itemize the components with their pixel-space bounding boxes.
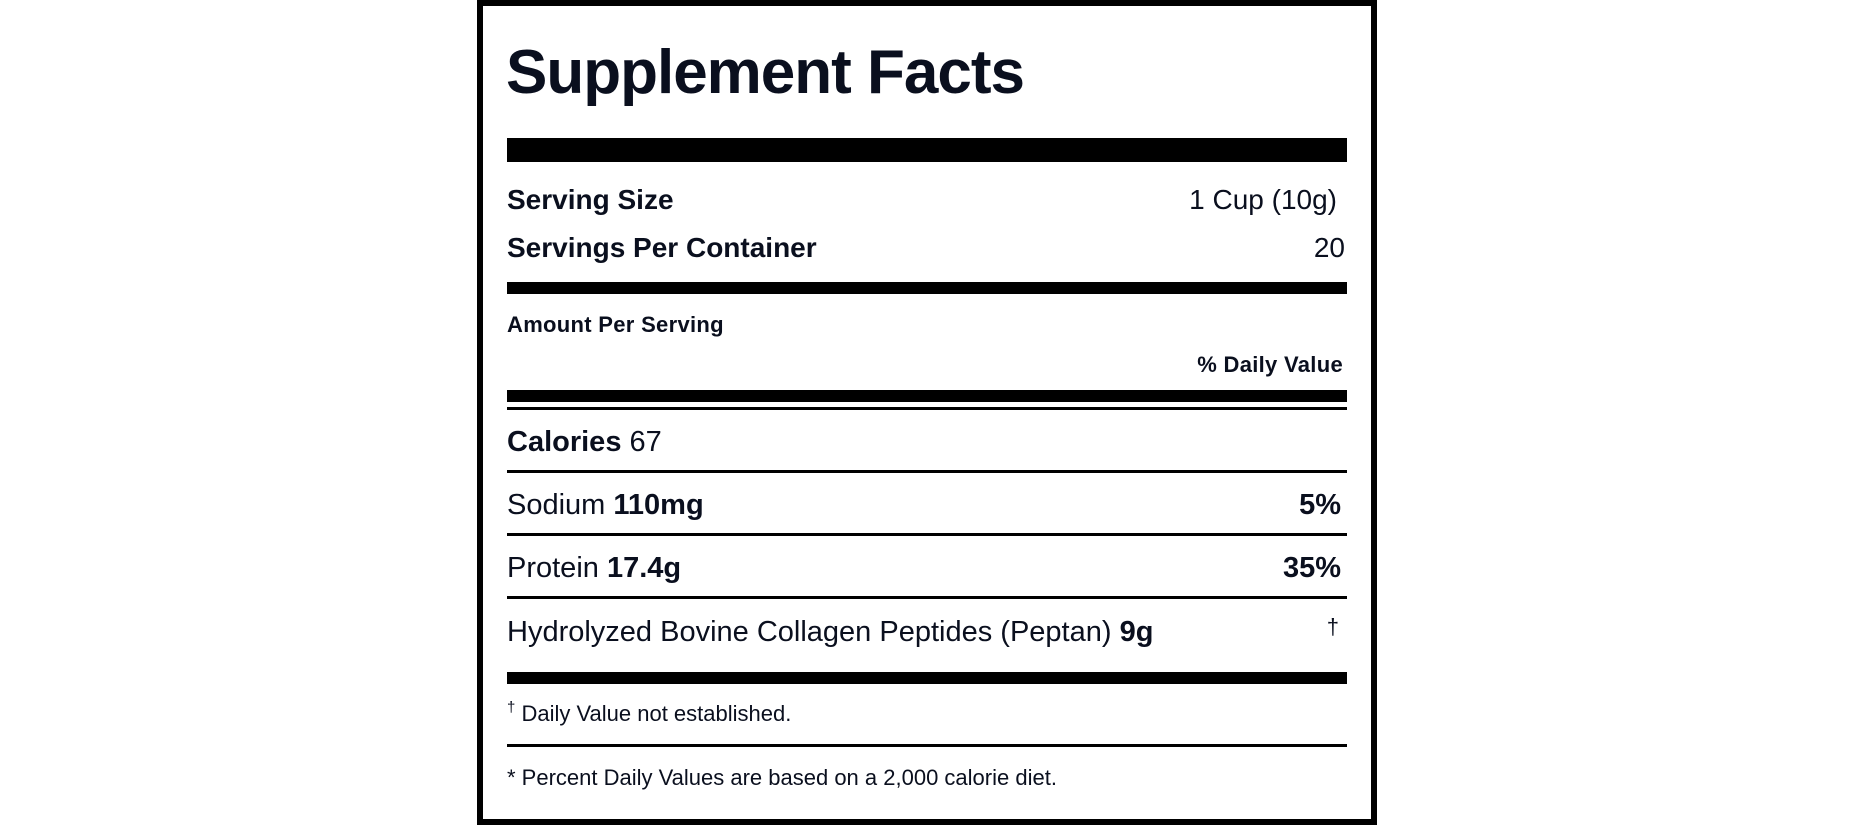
servings-per-container-row: Servings Per Container 20 xyxy=(507,231,1347,265)
nutrient-name: Protein xyxy=(507,551,599,584)
calories-row: Calories 67 xyxy=(507,424,1347,460)
row-divider xyxy=(507,470,1347,473)
nutrient-daily-value: 35% xyxy=(1282,551,1341,584)
servings-per-container-value: 20 xyxy=(1313,232,1345,263)
medium-divider xyxy=(507,672,1347,684)
daily-value-header: % Daily Value xyxy=(1197,352,1343,377)
panel-title: Supplement Facts xyxy=(506,38,1025,107)
footnote-text: Daily Value not established. xyxy=(521,701,792,726)
daily-value-header-row: % Daily Value xyxy=(507,351,1347,379)
serving-size-row: Serving Size 1 Cup (10g) xyxy=(507,183,1347,217)
thin-divider xyxy=(507,407,1347,410)
servings-per-container-label: Servings Per Container xyxy=(507,232,817,263)
footnote-dagger: † Daily Value not established. xyxy=(507,699,1347,728)
medium-divider xyxy=(507,282,1347,294)
row-divider xyxy=(507,533,1347,536)
dagger-symbol: † xyxy=(507,699,516,716)
nutrient-name: Hydrolyzed Bovine Collagen Peptides (Pep… xyxy=(507,615,1112,648)
serving-size-value: 1 Cup (10g) xyxy=(1189,184,1337,215)
nutrient-amount: 110mg xyxy=(613,488,704,521)
footnote-text: * Percent Daily Values are based on a 2,… xyxy=(507,765,1057,790)
footnote-percent-dv: * Percent Daily Values are based on a 2,… xyxy=(507,764,1347,792)
nutrient-row-sodium: Sodium 110mg 5% xyxy=(507,487,1347,523)
amount-per-serving-label: Amount Per Serving xyxy=(507,312,724,337)
calories-label: Calories xyxy=(507,425,622,458)
serving-size-label: Serving Size xyxy=(507,184,674,215)
nutrient-daily-value: 5% xyxy=(1299,488,1341,521)
thick-divider xyxy=(507,138,1347,162)
nutrient-row-protein: Protein 17.4g 35% xyxy=(507,550,1347,586)
nutrient-amount: 9g xyxy=(1119,615,1154,648)
nutrient-amount: 17.4g xyxy=(606,551,682,584)
nutrient-row-collagen: Hydrolyzed Bovine Collagen Peptides (Pep… xyxy=(507,614,1347,650)
row-divider xyxy=(507,596,1347,599)
medium-divider xyxy=(507,390,1347,402)
supplement-facts-panel: Supplement Facts Serving Size 1 Cup (10g… xyxy=(477,0,1377,825)
dagger-marker: † xyxy=(1326,614,1339,639)
thin-divider xyxy=(507,744,1347,747)
amount-per-serving-row: Amount Per Serving xyxy=(507,311,1347,339)
calories-value: 67 xyxy=(629,425,662,458)
nutrient-name: Sodium xyxy=(507,488,606,521)
